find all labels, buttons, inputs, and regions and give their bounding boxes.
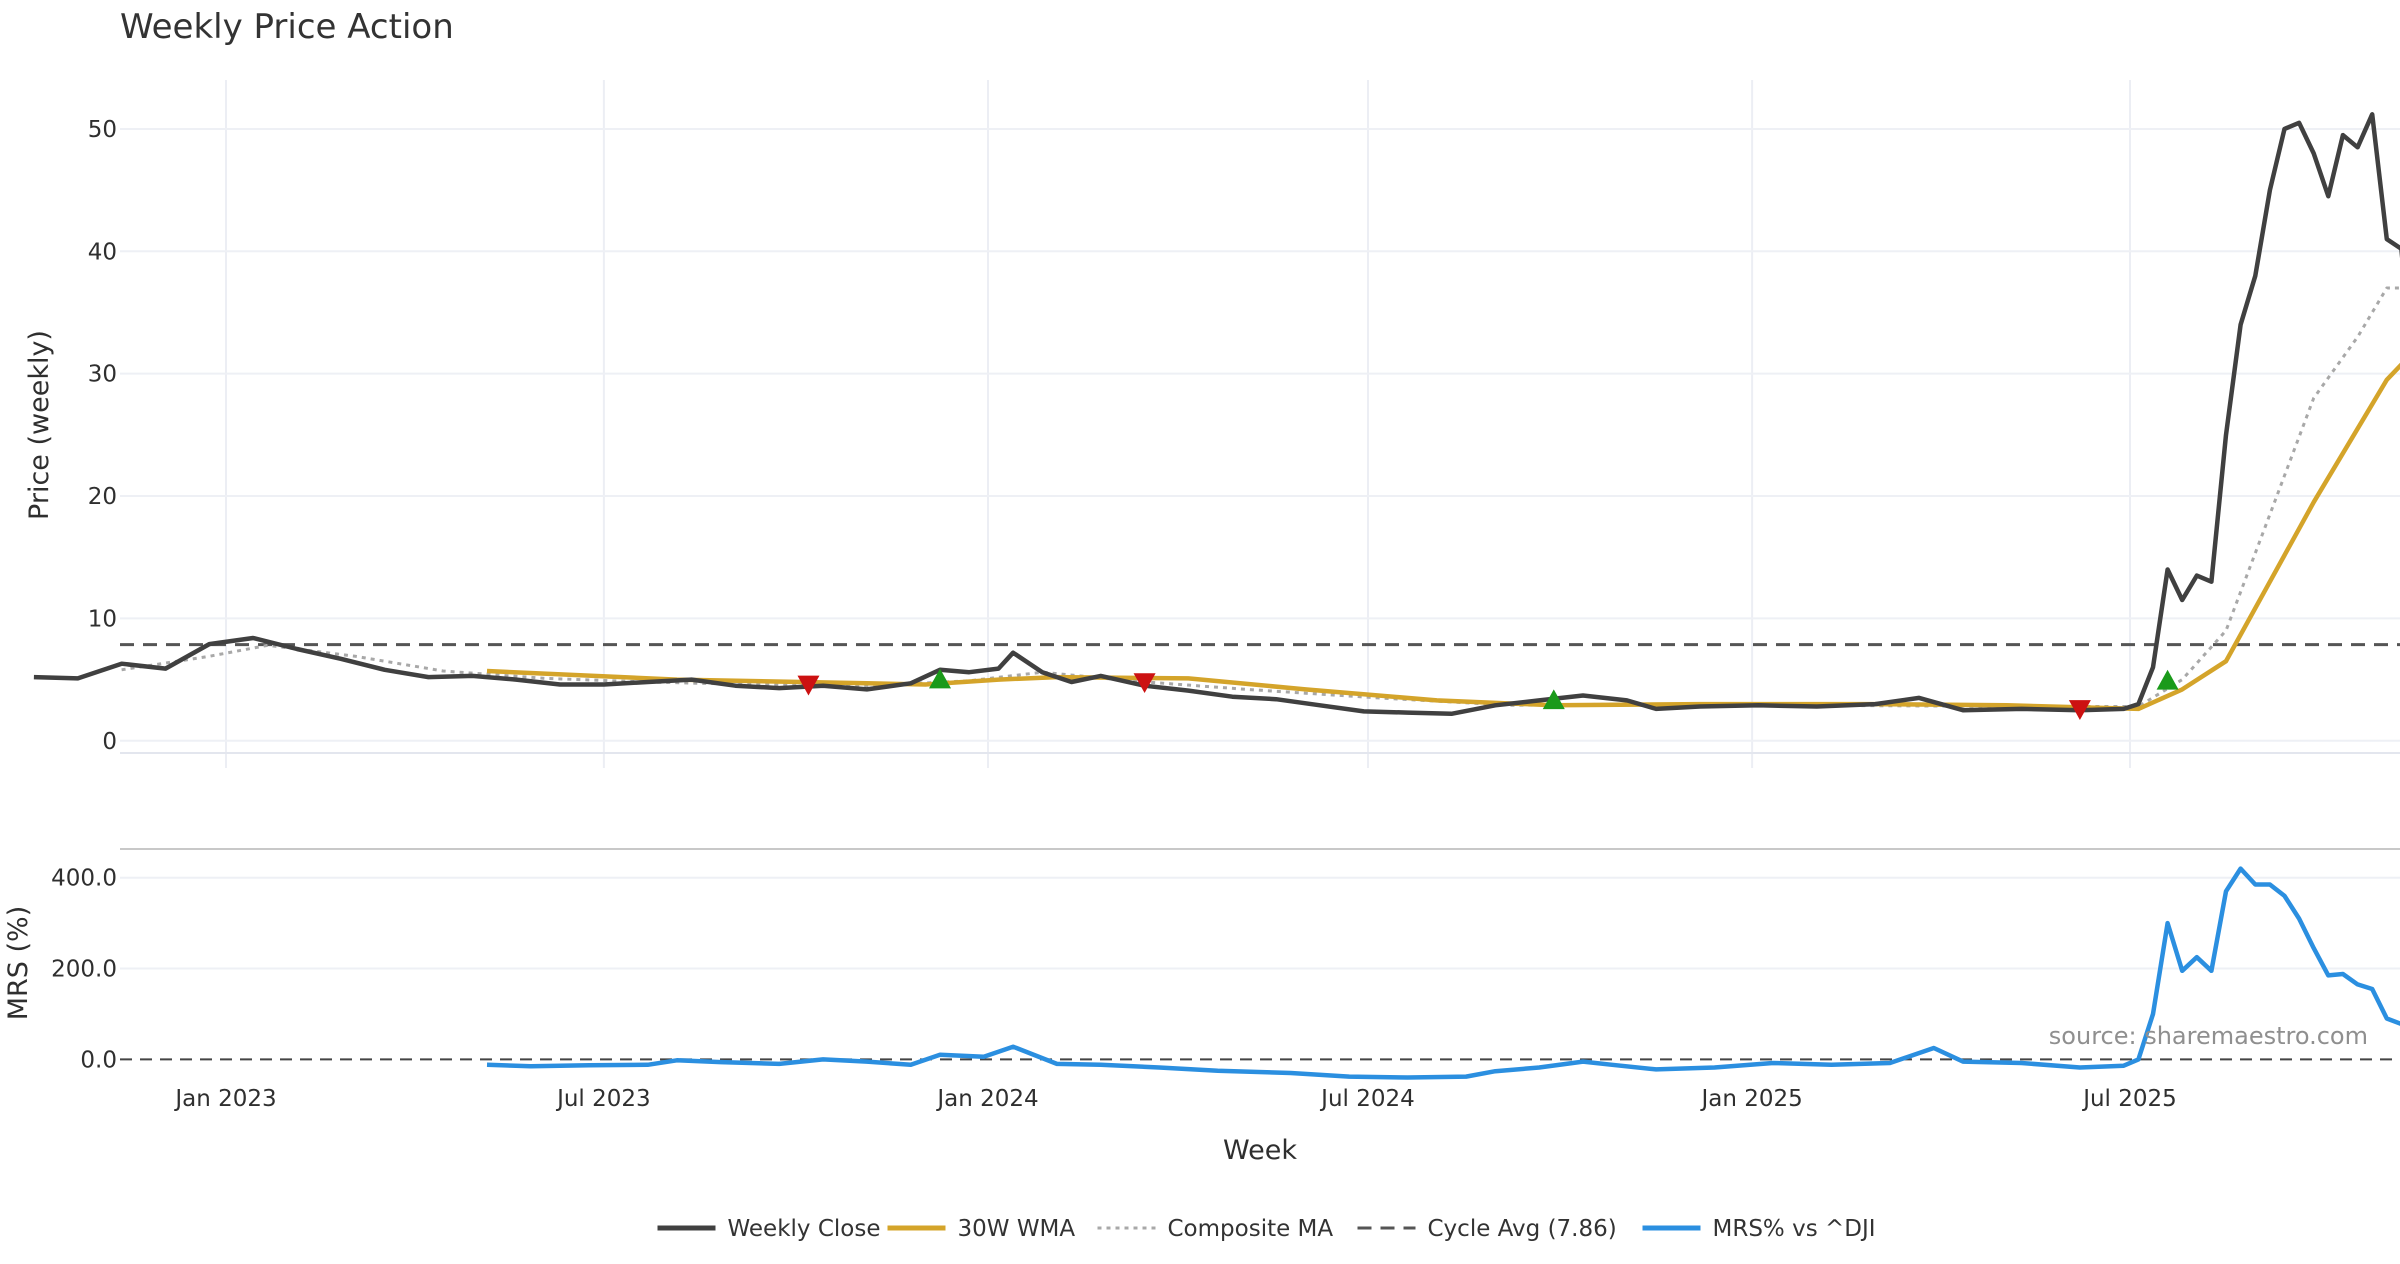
legend-label: Weekly Close xyxy=(728,1216,881,1242)
signal-markers xyxy=(797,668,2179,720)
mrs-line xyxy=(486,866,2400,1080)
watermark: source: sharemaestro.com xyxy=(2049,1022,2368,1050)
composite-ma-line xyxy=(121,286,2400,708)
top-panel-series xyxy=(33,112,2400,717)
x-tick-label: Jul 2024 xyxy=(1319,1086,1415,1112)
x-tick-label: Jul 2023 xyxy=(555,1086,651,1112)
buy-signal-marker xyxy=(1542,689,1565,710)
sell-signal-marker xyxy=(797,675,820,696)
chart-title: Weekly Price Action xyxy=(120,7,454,47)
legend: Weekly Close 30W WMA Composite MA Cycle Avg… xyxy=(657,1216,1876,1242)
legend-label: Cycle Avg (7.86) xyxy=(1428,1216,1617,1242)
weekly-close-line xyxy=(33,112,2400,717)
top-y-axis-label: Price (weekly) xyxy=(24,330,55,520)
bottom-y-ticks: 0.0 200.0 400.0 xyxy=(51,866,117,1074)
legend-label: MRS% vs ^DJI xyxy=(1713,1216,1876,1242)
top-y-ticks: 0 10 20 30 40 50 xyxy=(88,117,117,755)
legend-item: Cycle Avg (7.86) xyxy=(1357,1216,1617,1242)
30w-wma-line xyxy=(486,362,2400,712)
x-tick-label: Jan 2024 xyxy=(935,1086,1038,1112)
sell-signal-marker xyxy=(2068,700,2091,720)
y-tick-label: 20 xyxy=(88,484,117,510)
y-tick-label: 40 xyxy=(88,239,117,265)
bottom-panel-series xyxy=(486,866,2400,1080)
x-ticks: Jan 2023 Jul 2023 Jan 2024 Jul 2024 Jan 2025… xyxy=(173,1086,2176,1112)
sell-signal-marker xyxy=(1133,673,1156,694)
y-tick-label: 50 xyxy=(88,117,117,143)
legend-item: Composite MA xyxy=(1097,1216,1334,1242)
legend-item: Weekly Close xyxy=(657,1216,881,1242)
legend-item: 30W WMA xyxy=(887,1216,1076,1242)
y-tick-label: 0.0 xyxy=(80,1047,117,1073)
legend-label: 30W WMA xyxy=(958,1216,1076,1242)
y-tick-label: 10 xyxy=(88,606,117,632)
bottom-panel-grid xyxy=(120,876,2400,1061)
y-tick-label: 0 xyxy=(102,729,117,755)
bottom-y-axis-label: MRS (%) xyxy=(3,906,34,1021)
buy-signal-marker xyxy=(929,668,951,689)
y-tick-label: 400.0 xyxy=(51,866,117,892)
top-panel-grid xyxy=(120,80,2400,768)
legend-label: Composite MA xyxy=(1168,1216,1334,1242)
x-tick-label: Jan 2023 xyxy=(173,1086,276,1112)
buy-signal-marker xyxy=(2156,669,2179,690)
y-tick-label: 30 xyxy=(88,362,117,388)
x-tick-label: Jul 2025 xyxy=(2081,1086,2177,1112)
y-tick-label: 200.0 xyxy=(51,957,117,983)
x-tick-label: Jan 2025 xyxy=(1699,1086,1802,1112)
legend-item: MRS% vs ^DJI xyxy=(1642,1216,1876,1242)
x-axis-label: Week xyxy=(1223,1135,1297,1166)
